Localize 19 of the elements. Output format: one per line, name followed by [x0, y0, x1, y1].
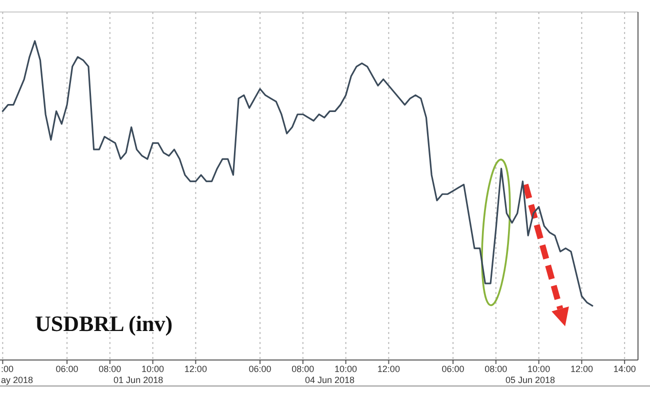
x-tick-label: 12:00	[184, 364, 207, 374]
x-tick-label: 06:00	[56, 364, 78, 374]
x-tick-label: 10:00	[528, 364, 550, 374]
x-tick-label: 08:00	[98, 364, 122, 374]
x-tick-label: 12:00	[377, 364, 400, 374]
text: ay 2018	[1, 375, 34, 385]
x-tick-label: 08:00	[292, 364, 314, 374]
x-tick-label: :00	[1, 364, 14, 374]
x-tick-label: 06:00	[248, 364, 272, 374]
x-tick-label: 06:00	[442, 364, 464, 374]
x-tick-label: 10:00	[142, 364, 164, 374]
x-tick-label: 14:00	[613, 364, 636, 374]
x-tick-label: 08:00	[484, 364, 508, 374]
text: 01 Jun 2018	[114, 375, 164, 385]
text: USDBRL (inv)	[35, 311, 173, 336]
x-tick-label: 10:00	[334, 364, 358, 374]
text: 04 Jun 2018	[304, 375, 354, 385]
text: 05 Jun 2018	[505, 375, 556, 385]
x-tick-label: 12:00	[570, 364, 593, 374]
